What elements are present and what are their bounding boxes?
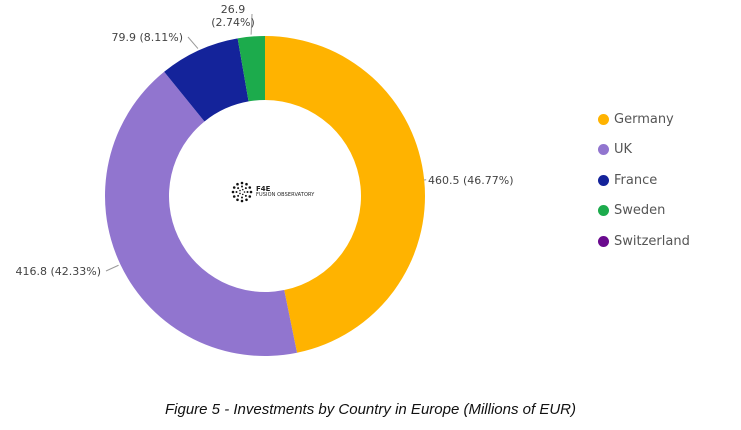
- legend-label-france: France: [614, 172, 658, 188]
- labels-layer: 460.5 (46.77%) 416.8 (42.33%) 79.9 (8.11%)…: [15, 3, 513, 278]
- donut-chart: 460.5 (46.77%) 416.8 (42.33%) 79.9 (8.11%)…: [15, 3, 514, 356]
- figure-caption: Figure 5 - Investments by Country in Eur…: [165, 401, 576, 418]
- legend-label-sweden: Sweden: [614, 203, 666, 219]
- slices-layer: [105, 36, 426, 356]
- legend-label-germany: Germany: [614, 111, 674, 127]
- logo-text: F4E FUSION OBSERVATORY: [256, 186, 314, 198]
- leader-line-sweden: [250, 13, 253, 35]
- legend-label-uk: UK: [614, 142, 633, 158]
- legend-item-sweden: Sweden: [598, 196, 690, 227]
- legend-swatch-france: [598, 174, 609, 186]
- logo-dots-icon: [231, 181, 253, 203]
- data-label-uk: 416.8 (42.33%): [15, 265, 101, 278]
- slice-sweden: [237, 36, 265, 102]
- legend-item-uk: UK: [598, 135, 690, 166]
- legend-swatch-sweden: [598, 205, 609, 217]
- logo-abbr: F4E: [256, 185, 271, 193]
- legend-item-germany: Germany: [598, 104, 690, 135]
- legend-swatch-switzerland: [598, 235, 609, 247]
- slice-germany: [265, 36, 426, 353]
- data-label-sweden: 26.9 (2.74%): [211, 3, 255, 29]
- legend-swatch-uk: [598, 144, 609, 156]
- data-label-germany: 460.5 (46.77%): [428, 174, 514, 187]
- fusion-observatory-logo: F4E FUSION OBSERVATORY: [231, 181, 314, 203]
- logo-name: FUSION OBSERVATORY: [256, 192, 315, 198]
- legend-label-switzerland: Switzerland: [614, 233, 690, 249]
- slice-uk: [105, 71, 298, 356]
- legend-swatch-germany: [598, 113, 609, 125]
- slice-france: [164, 38, 249, 122]
- legend: Germany UK France Sweden Switzerland: [598, 104, 690, 257]
- legend-item-switzerland: Switzerland: [598, 226, 690, 257]
- leader-line-uk: [105, 264, 119, 272]
- legend-item-france: France: [598, 165, 690, 196]
- leader-line-france: [187, 36, 199, 49]
- data-label-france: 79.9 (8.11%): [111, 31, 183, 44]
